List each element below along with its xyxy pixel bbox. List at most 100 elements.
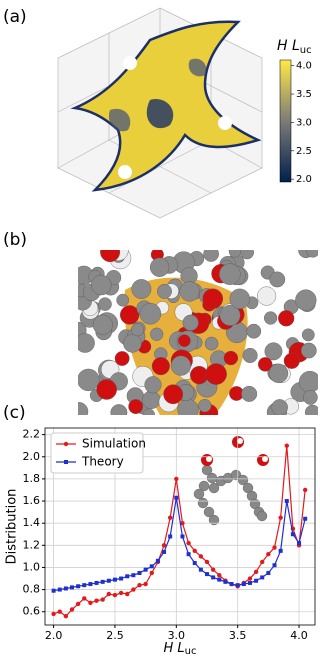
y-tick-label: 1.4 [23, 516, 41, 529]
marker [186, 552, 191, 557]
x-axis-label: H Luc [164, 641, 197, 657]
x-tick-label: 3.5 [229, 629, 247, 642]
marker [297, 541, 302, 546]
marker [88, 582, 93, 587]
atom [123, 334, 142, 353]
atom [149, 257, 170, 277]
marker [205, 572, 209, 577]
marker [284, 443, 289, 448]
marker [260, 575, 265, 580]
marker [278, 515, 283, 520]
colorbar-fill [279, 59, 292, 183]
colorbar-tick-label: 3.0 [296, 117, 312, 128]
marker [112, 592, 118, 598]
y-tick-label: 2.0 [23, 450, 41, 463]
marker [272, 563, 277, 568]
atom [206, 472, 218, 484]
marker [75, 601, 81, 607]
marker [82, 583, 87, 588]
atom [264, 342, 283, 361]
y-tick-label: 1.2 [23, 538, 41, 551]
atom [202, 288, 223, 309]
marker [180, 520, 185, 526]
y-tick-label: 1.8 [23, 472, 41, 485]
atom [301, 328, 315, 342]
panel-label: (c) [3, 403, 26, 423]
legend-label: Theory [81, 455, 124, 469]
atom [242, 347, 258, 364]
atom [197, 497, 209, 509]
marker [211, 575, 216, 580]
marker [284, 499, 289, 504]
marker [204, 559, 210, 565]
atom [306, 250, 318, 258]
plot-frame [44, 427, 316, 626]
atom [178, 334, 191, 347]
marker [302, 487, 308, 493]
marker [241, 582, 246, 587]
atom [78, 402, 89, 415]
marker [143, 567, 148, 572]
marker [76, 584, 81, 589]
atom [98, 297, 112, 311]
y-axis-label: Distribution [5, 489, 20, 565]
marker [192, 561, 197, 566]
marker [192, 548, 197, 554]
atom [142, 408, 155, 415]
marker [57, 609, 62, 614]
marker [51, 611, 56, 617]
colorbar-tick-label: 3.5 [296, 89, 312, 100]
colorbar-label-main: H L [277, 38, 300, 54]
marker [210, 567, 216, 572]
marker [143, 581, 148, 587]
y-tick-label: 1.0 [23, 560, 41, 573]
marker [63, 613, 69, 619]
atom [208, 482, 220, 494]
marker [198, 554, 204, 559]
atom [208, 514, 220, 526]
atom [228, 250, 242, 258]
atom [241, 385, 258, 402]
atom [193, 488, 205, 500]
legend-label: Simulation [82, 437, 146, 451]
marker [125, 574, 130, 579]
x-axis-label-sub: uc [185, 646, 197, 657]
marker [235, 583, 240, 588]
marker [131, 573, 136, 578]
atom [144, 376, 162, 394]
atom [78, 333, 95, 353]
colorbar-tick-label: 2.5 [296, 146, 312, 157]
marker [253, 569, 259, 575]
atom [130, 323, 145, 337]
atom [142, 390, 161, 409]
molecule-image [78, 250, 318, 415]
y-tick-label: 0.8 [23, 583, 41, 596]
marker [223, 579, 228, 584]
x-tick-label: 4.0 [290, 629, 308, 642]
atom [114, 351, 130, 366]
panel-label: (a) [3, 7, 27, 27]
atom [163, 384, 184, 405]
legend-box [50, 432, 144, 474]
atom [203, 506, 215, 518]
marker [106, 578, 111, 583]
marker [125, 591, 130, 597]
atom [219, 304, 241, 326]
marker [69, 607, 75, 612]
atom [170, 355, 191, 376]
marker [247, 580, 252, 585]
atom [278, 310, 295, 327]
atom [198, 398, 212, 413]
atom [304, 404, 318, 415]
marker [186, 540, 191, 546]
y-tick-label: 2.2 [23, 428, 41, 441]
inset-molecule [193, 436, 269, 526]
marker [100, 579, 105, 584]
atom [182, 314, 199, 331]
marker [63, 586, 68, 591]
atom [295, 289, 317, 311]
marker [112, 577, 117, 582]
marker [290, 532, 295, 537]
atom [100, 250, 121, 263]
atom [96, 379, 117, 400]
